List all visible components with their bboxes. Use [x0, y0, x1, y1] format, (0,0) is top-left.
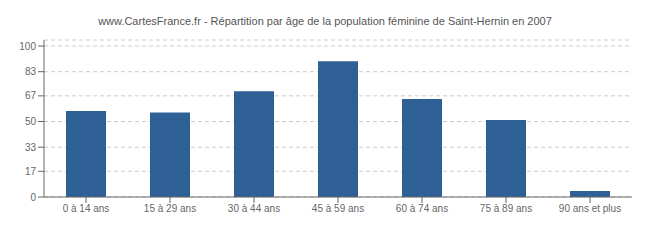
svg-text:75 à 89 ans: 75 à 89 ans: [480, 203, 532, 214]
svg-text:45 à 59 ans: 45 à 59 ans: [312, 203, 364, 214]
svg-text:100: 100: [19, 41, 36, 52]
svg-text:15 à 29 ans: 15 à 29 ans: [144, 203, 196, 214]
svg-text:33: 33: [25, 142, 37, 153]
html-text:www.CartesFrance.fr - Répartit: www.CartesFrance.fr - Répartition par âg…: [98, 15, 552, 27]
svg-text:0 à 14 ans: 0 à 14 ans: [63, 203, 110, 214]
svg-text:90 ans et plus: 90 ans et plus: [559, 203, 621, 214]
svg-text:0: 0: [30, 192, 36, 203]
svg-text:50: 50: [25, 116, 37, 127]
svg-text:60 à 74 ans: 60 à 74 ans: [396, 203, 448, 214]
svg-text:30 à 44 ans: 30 à 44 ans: [228, 203, 280, 214]
svg-text:83: 83: [25, 66, 37, 77]
svg-text:67: 67: [25, 90, 37, 101]
svg-text:17: 17: [25, 166, 37, 177]
